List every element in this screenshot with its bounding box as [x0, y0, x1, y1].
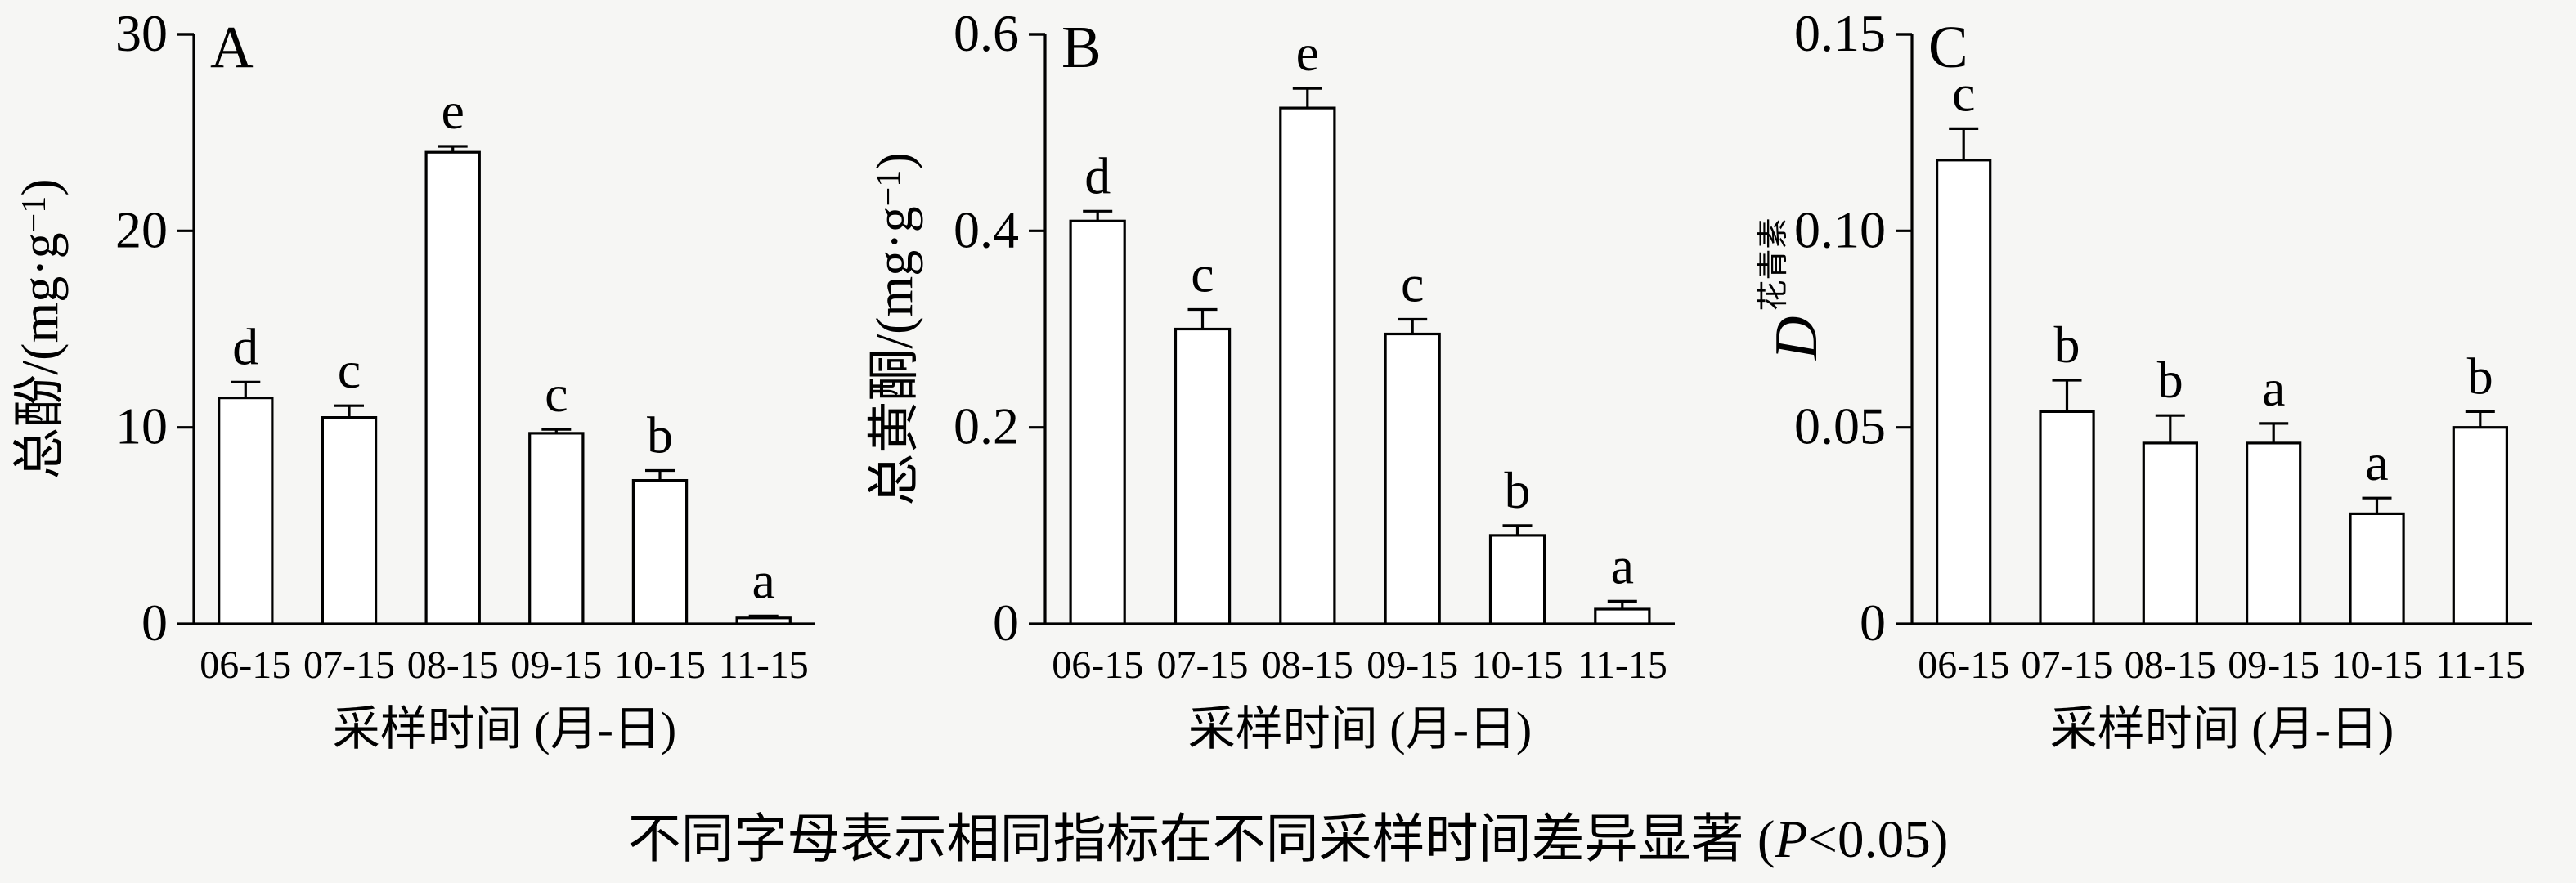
- svg-text:b: b: [2467, 347, 2493, 405]
- svg-text:c: c: [1401, 255, 1424, 313]
- svg-text:e: e: [1296, 24, 1319, 82]
- svg-text:06-15: 06-15: [1052, 643, 1143, 687]
- svg-text:10: 10: [115, 397, 168, 455]
- svg-text:b: b: [1505, 461, 1531, 519]
- svg-text:c: c: [1952, 64, 1975, 122]
- svg-text:采样时间 (月-日): 采样时间 (月-日): [1188, 702, 1532, 755]
- svg-text:07-15: 07-15: [1157, 643, 1249, 687]
- svg-text:0.2: 0.2: [954, 397, 1019, 455]
- svg-text:B: B: [1061, 14, 1102, 80]
- svg-text:采样时间 (月-日): 采样时间 (月-日): [333, 702, 676, 755]
- svg-text:30: 30: [115, 4, 168, 62]
- svg-text:c: c: [545, 365, 568, 423]
- svg-text:A: A: [210, 14, 254, 80]
- svg-text:06-15: 06-15: [1918, 643, 2009, 687]
- svg-text:07-15: 07-15: [2022, 643, 2113, 687]
- svg-text:0.6: 0.6: [954, 4, 1019, 62]
- svg-text:10-15: 10-15: [2331, 643, 2423, 687]
- svg-text:09-15: 09-15: [510, 643, 602, 687]
- svg-text:0.05: 0.05: [1794, 397, 1886, 455]
- svg-text:a: a: [2262, 359, 2285, 417]
- svg-text:08-15: 08-15: [407, 643, 499, 687]
- svg-text:10-15: 10-15: [1472, 643, 1564, 687]
- svg-text:e: e: [441, 82, 464, 140]
- svg-text:a: a: [752, 551, 774, 609]
- svg-text:07-15: 07-15: [303, 643, 395, 687]
- svg-text:0.15: 0.15: [1794, 4, 1886, 62]
- svg-text:0.10: 0.10: [1794, 200, 1886, 258]
- svg-text:花青素: 花青素: [1757, 217, 1791, 311]
- svg-text:20: 20: [115, 200, 168, 258]
- svg-text:11-15: 11-15: [1577, 643, 1667, 687]
- svg-text:d: d: [232, 317, 258, 375]
- svg-text:10-15: 10-15: [614, 643, 706, 687]
- svg-text:0: 0: [1860, 594, 1886, 652]
- svg-text:d: d: [1084, 146, 1111, 204]
- svg-text:08-15: 08-15: [1262, 643, 1353, 687]
- svg-text:09-15: 09-15: [1367, 643, 1458, 687]
- svg-text:a: a: [1611, 536, 1634, 594]
- svg-text:0.4: 0.4: [954, 200, 1019, 258]
- svg-text:09-15: 09-15: [2228, 643, 2319, 687]
- svg-text:c: c: [1191, 245, 1214, 303]
- svg-text:b: b: [2157, 351, 2183, 409]
- svg-text:11-15: 11-15: [2435, 643, 2525, 687]
- svg-text:11-15: 11-15: [719, 643, 809, 687]
- svg-text:b: b: [647, 406, 673, 464]
- svg-text:0: 0: [993, 594, 1019, 652]
- svg-text:D: D: [1763, 316, 1830, 361]
- svg-text:不同字母表示相同指标在不同采样时间差异显著 (P<0.05): 不同字母表示相同指标在不同采样时间差异显著 (P<0.05): [628, 810, 1949, 869]
- svg-text:b: b: [2054, 316, 2080, 374]
- svg-text:c: c: [338, 341, 361, 399]
- svg-text:08-15: 08-15: [2125, 643, 2216, 687]
- svg-text:06-15: 06-15: [200, 643, 291, 687]
- svg-text:a: a: [2365, 433, 2388, 491]
- svg-text:采样时间 (月-日): 采样时间 (月-日): [2050, 702, 2394, 755]
- svg-text:0: 0: [141, 594, 168, 652]
